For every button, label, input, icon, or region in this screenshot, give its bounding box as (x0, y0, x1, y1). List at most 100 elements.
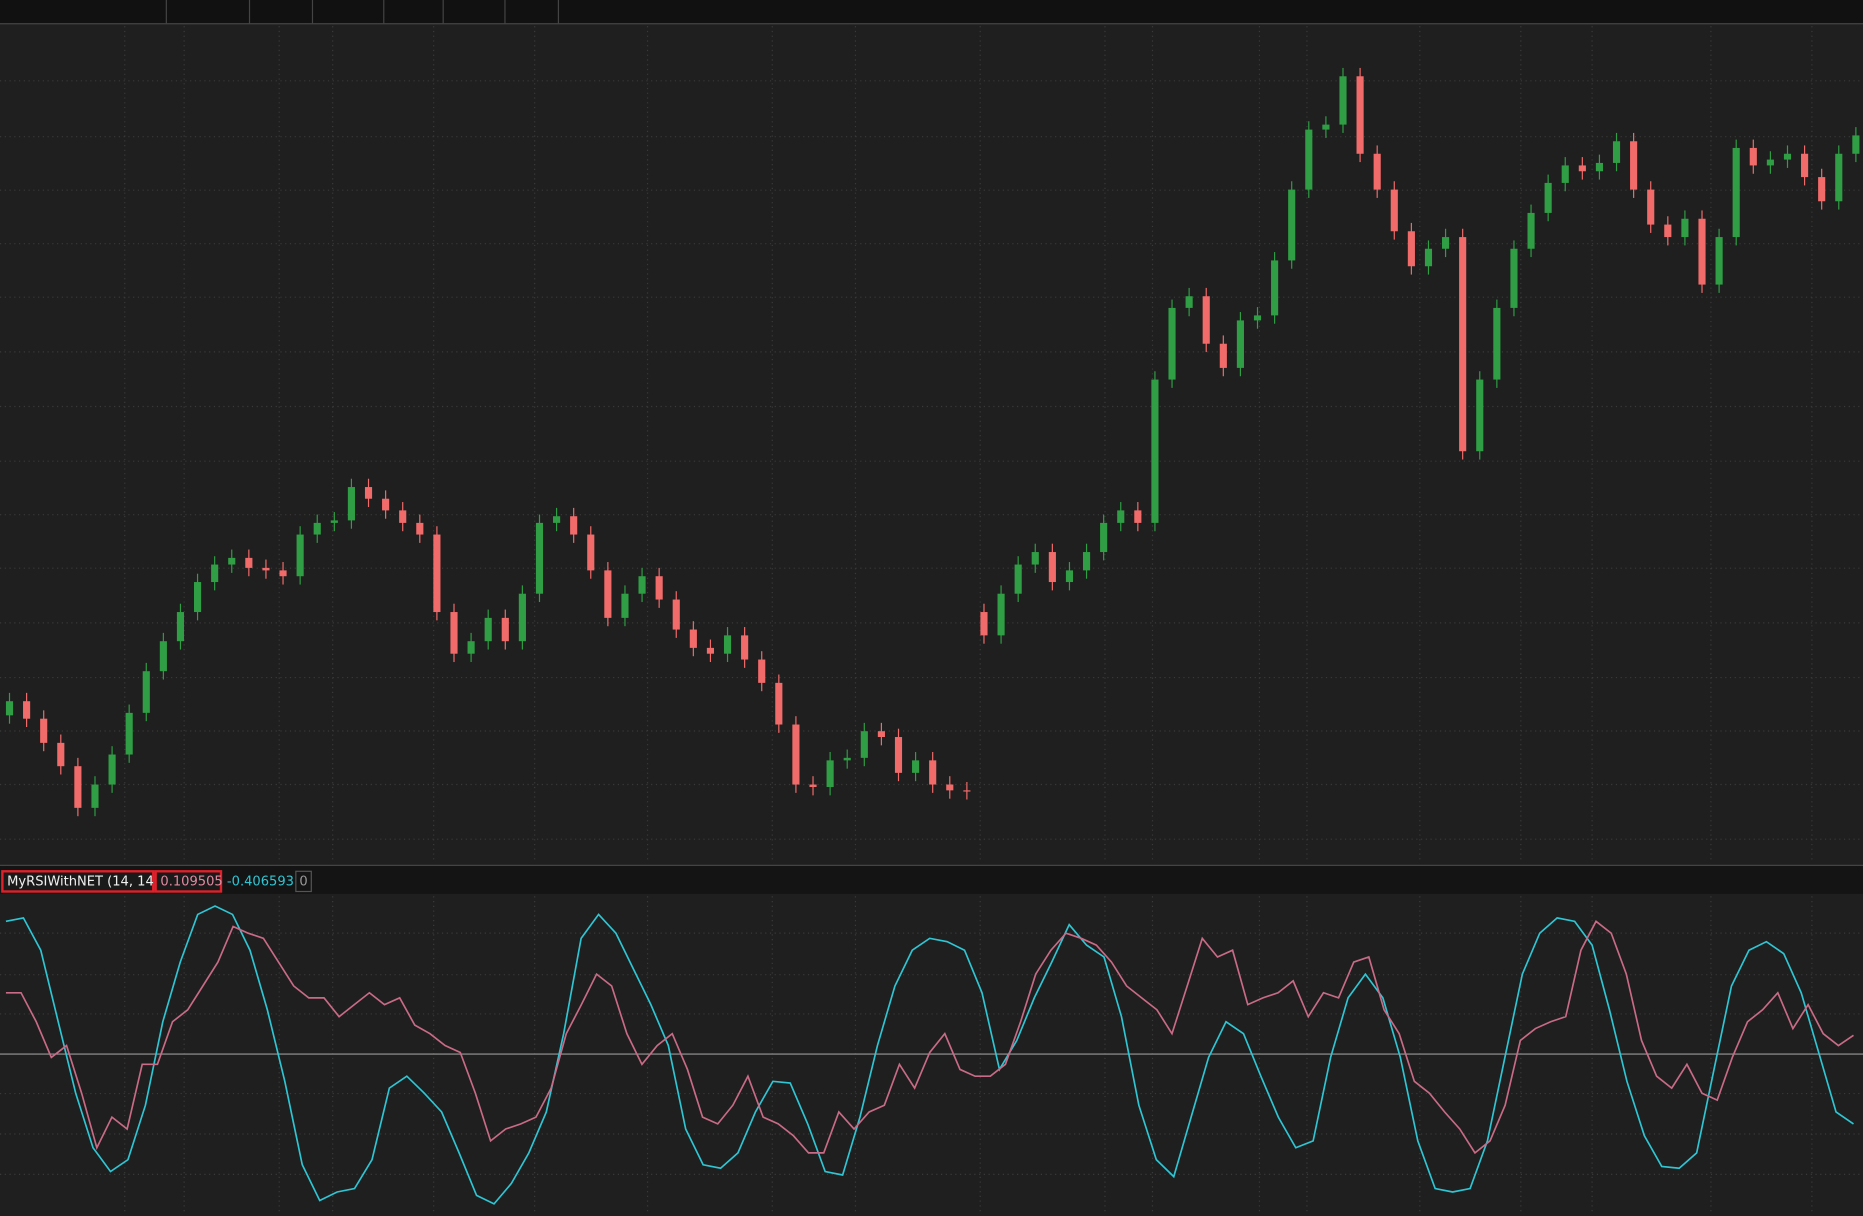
candle-body (228, 557, 236, 565)
readout: 0 (299, 874, 307, 889)
candle-body (518, 593, 526, 642)
candle-body (501, 617, 509, 642)
readout-box (154, 870, 223, 893)
tab-bar (0, 0, 1863, 24)
candle-body (946, 784, 954, 791)
candle-body (843, 757, 851, 761)
study-line (5, 905, 1854, 1205)
candle-body (5, 701, 14, 716)
candle-body (1527, 212, 1535, 249)
candle-body (1151, 379, 1159, 523)
candle-body (467, 641, 475, 654)
candle-body (364, 487, 373, 499)
candle-body (1783, 153, 1792, 160)
candle-body (1749, 147, 1757, 166)
candle-body (706, 647, 715, 654)
candle-body (296, 534, 304, 577)
candle-body (1801, 153, 1809, 178)
candle-body (40, 718, 48, 743)
candle-body (1612, 141, 1621, 163)
candle-body (587, 534, 595, 571)
candle-body (399, 510, 407, 523)
candle-body (176, 612, 185, 642)
candle-body (980, 612, 988, 636)
candle-body (1715, 237, 1723, 285)
marks (0, 67, 1863, 1205)
candle-body (929, 760, 937, 785)
candle-body (535, 522, 544, 594)
candle-body (1236, 320, 1244, 368)
candle-body (1271, 260, 1279, 316)
candle-body (1288, 189, 1296, 261)
candle-body (1031, 552, 1039, 565)
candle-body (1168, 307, 1176, 380)
candle-body (433, 534, 441, 613)
candle-body (1510, 248, 1518, 308)
candle-body (1048, 552, 1056, 583)
candle-body (1373, 153, 1381, 190)
candle-body (792, 724, 800, 785)
candle-body (1835, 153, 1843, 202)
candle-body (1630, 141, 1638, 190)
candle-body (997, 593, 1005, 636)
candle-body (245, 557, 253, 568)
candle-body (894, 737, 903, 773)
candle-body (1493, 307, 1501, 380)
candle-body (484, 617, 492, 642)
candle-body (621, 593, 629, 618)
candle-body (347, 487, 355, 521)
candle-body (279, 570, 287, 577)
candle-body (450, 612, 458, 654)
candle-body (775, 682, 783, 725)
candle-body (1014, 564, 1022, 594)
candle-body (1698, 218, 1706, 285)
candle-body (1390, 189, 1398, 232)
candle-body (1356, 76, 1364, 154)
candle-body (963, 790, 971, 792)
candle-body (570, 516, 578, 535)
candle-body (604, 570, 612, 618)
candle-body (1681, 218, 1689, 238)
candle-body (313, 522, 321, 535)
candle-body (1544, 182, 1552, 213)
candle-body (672, 599, 680, 630)
candle-body (912, 760, 920, 773)
candle-body (193, 582, 202, 613)
study-line (5, 920, 1854, 1155)
candle-body (142, 671, 150, 713)
candle-body (741, 635, 749, 660)
candle-body (1595, 162, 1603, 172)
readout: 0.109505 (160, 874, 222, 889)
candle-body (1202, 296, 1210, 344)
candle-body (1732, 147, 1740, 238)
candle-body (758, 659, 766, 683)
candle-body (1117, 510, 1125, 523)
tab-separators (0, 0, 1863, 25)
candle-body (1134, 510, 1142, 523)
candle-body (1476, 379, 1484, 452)
candle-body (1082, 552, 1091, 571)
candle-body (262, 567, 270, 571)
candle-body (1339, 76, 1347, 125)
candle-body (1459, 237, 1467, 452)
candle-body (1766, 159, 1774, 166)
candle-body (330, 520, 338, 523)
candle-body (1852, 135, 1860, 154)
candle-body (723, 635, 732, 654)
candle-body (91, 784, 99, 808)
candle-body (1424, 248, 1433, 267)
candle-body (1253, 315, 1262, 321)
candle-body (74, 766, 82, 808)
candle-body (211, 564, 219, 583)
candle-body (809, 784, 817, 788)
candle-body (1185, 296, 1193, 308)
candle-body (125, 712, 133, 755)
candle-body (23, 701, 31, 719)
candle-body (1818, 177, 1826, 202)
candle-body (553, 516, 561, 523)
study-name-box[interactable] (1, 870, 155, 893)
study-name[interactable]: MyRSIWithNET (14, 14) (7, 874, 159, 889)
candle-body (416, 522, 424, 535)
candle-body (159, 641, 167, 672)
